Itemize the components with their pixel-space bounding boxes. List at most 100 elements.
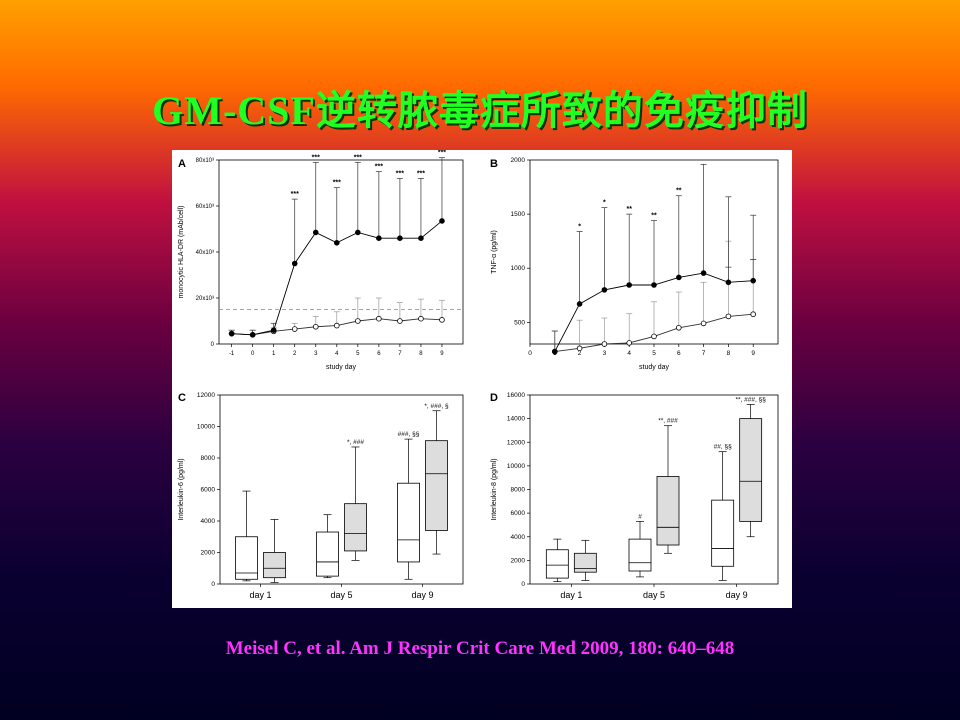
y-tick-label: 8000 xyxy=(511,487,526,494)
box xyxy=(263,552,286,579)
y-tick-label: 12000 xyxy=(507,439,525,446)
significance-label: *** xyxy=(333,180,341,187)
significance-label: *** xyxy=(354,154,362,161)
x-tick-label: 5 xyxy=(356,351,360,357)
data-point-filled xyxy=(551,348,558,355)
data-point-filled xyxy=(626,282,633,288)
data-point-open xyxy=(376,315,382,322)
data-point-filled xyxy=(750,277,756,284)
significance-label: **, ###, §§ xyxy=(735,396,766,403)
x-tick-label: 2 xyxy=(293,351,297,357)
y-tick-label: 0 xyxy=(521,581,525,588)
data-point-filled xyxy=(439,218,445,224)
x-category-label: day 9 xyxy=(726,590,748,600)
chart-panel-a: A 0 20x10³ 40x10³ 60x10³ 80x10³ monocytic HLA-… xyxy=(178,150,464,371)
significance-label: *** xyxy=(375,164,383,171)
slide-title: GM-CSF逆转脓毒症所致的免疫抑制 xyxy=(152,88,808,133)
data-point-open xyxy=(651,333,657,340)
panel-letter: C xyxy=(178,392,186,404)
box xyxy=(344,503,367,552)
data-point-open xyxy=(626,340,633,346)
y-tick-label: 4000 xyxy=(511,534,526,541)
y-tick-label: 2000 xyxy=(511,557,526,564)
x-category-label: day 1 xyxy=(249,590,271,600)
y-tick-label: 4000 xyxy=(201,518,216,525)
citation: Meisel C, et al. Am J Respir Crit Care M… xyxy=(225,638,735,659)
data-point-filled xyxy=(228,330,235,337)
y-tick-label: 1500 xyxy=(511,211,526,218)
data-point-filled xyxy=(675,274,682,281)
x-tick-label: 8 xyxy=(727,350,731,357)
box xyxy=(316,531,339,577)
data-point-open xyxy=(312,323,319,330)
data-point-filled xyxy=(725,279,732,286)
figure-panel: A 0 20x10³ 40x10³ 60x10³ 80x10³ monocytic HLA-… xyxy=(172,150,792,608)
box xyxy=(628,538,652,572)
significance-label: *** xyxy=(291,191,299,198)
y-tick-label: 60x10³ xyxy=(196,204,214,210)
significance-label: ** xyxy=(676,188,682,195)
box xyxy=(739,418,763,522)
data-point-filled xyxy=(376,235,382,241)
data-point-open xyxy=(700,320,707,327)
y-axis-label: TNF-α (pg/ml) xyxy=(491,230,498,274)
y-tick-label: 80x10³ xyxy=(196,158,214,164)
x-tick-label: 8 xyxy=(419,351,423,357)
y-tick-label: 2000 xyxy=(201,550,216,557)
x-category-label: day 5 xyxy=(643,590,665,600)
y-tick-label: 2000 xyxy=(511,157,526,164)
x-tick-label: 0 xyxy=(528,350,532,357)
x-tick-label: 0 xyxy=(251,351,255,357)
y-tick-label: 10000 xyxy=(507,463,525,470)
data-point-open xyxy=(355,318,361,324)
x-tick-label: -1 xyxy=(229,351,235,357)
significance-label: * xyxy=(578,223,581,230)
chart-panel-c: C 0 2000 4000 6000 8000 10000 12000 Interleukin-… xyxy=(178,392,464,600)
data-point-filled xyxy=(333,240,340,246)
data-point-open xyxy=(333,322,340,329)
panel-letter: A xyxy=(178,158,186,170)
x-tick-label: 3 xyxy=(314,351,318,357)
x-tick-label: 4 xyxy=(627,350,631,357)
data-point-filled xyxy=(249,332,256,338)
x-tick-label: 6 xyxy=(677,350,681,357)
data-point-filled xyxy=(418,235,424,241)
box xyxy=(397,482,420,563)
panel-letter: B xyxy=(490,158,498,170)
box xyxy=(235,536,258,580)
x-tick-label: 4 xyxy=(335,351,339,357)
y-tick-label: 40x10³ xyxy=(196,250,214,256)
significance-label: *** xyxy=(396,170,404,177)
box xyxy=(711,499,735,567)
y-tick-label: 0 xyxy=(211,342,215,348)
y-tick-label: 20x10³ xyxy=(196,296,214,302)
y-tick-label: 0 xyxy=(211,581,215,588)
x-axis-label: study day xyxy=(639,364,669,371)
y-tick-label: 16000 xyxy=(507,392,525,399)
significance-label: *, ###, § xyxy=(424,403,449,410)
y-tick-label: 8000 xyxy=(201,455,216,462)
y-tick-label: 12000 xyxy=(197,392,215,399)
box xyxy=(425,440,448,531)
y-tick-label: 500 xyxy=(514,319,525,326)
y-tick-label: 10000 xyxy=(197,424,215,431)
x-tick-label: 7 xyxy=(702,350,706,357)
significance-label: * xyxy=(603,200,606,207)
x-category-label: day 1 xyxy=(560,590,582,600)
data-point-open xyxy=(397,318,403,324)
data-point-open xyxy=(725,313,732,320)
significance-label: ##, §§ xyxy=(714,444,732,451)
x-tick-label: 7 xyxy=(398,351,402,357)
data-point-filled xyxy=(397,235,403,241)
x-category-label: day 5 xyxy=(330,590,352,600)
data-point-filled xyxy=(355,229,361,236)
significance-label: *** xyxy=(438,150,446,157)
x-tick-label: 2 xyxy=(578,350,582,357)
box xyxy=(573,552,597,573)
data-point-open xyxy=(601,341,608,347)
significance-label: # xyxy=(638,513,642,520)
x-tick-label: 9 xyxy=(440,351,444,357)
x-category-label: day 9 xyxy=(411,590,433,600)
data-point-filled xyxy=(700,270,707,276)
